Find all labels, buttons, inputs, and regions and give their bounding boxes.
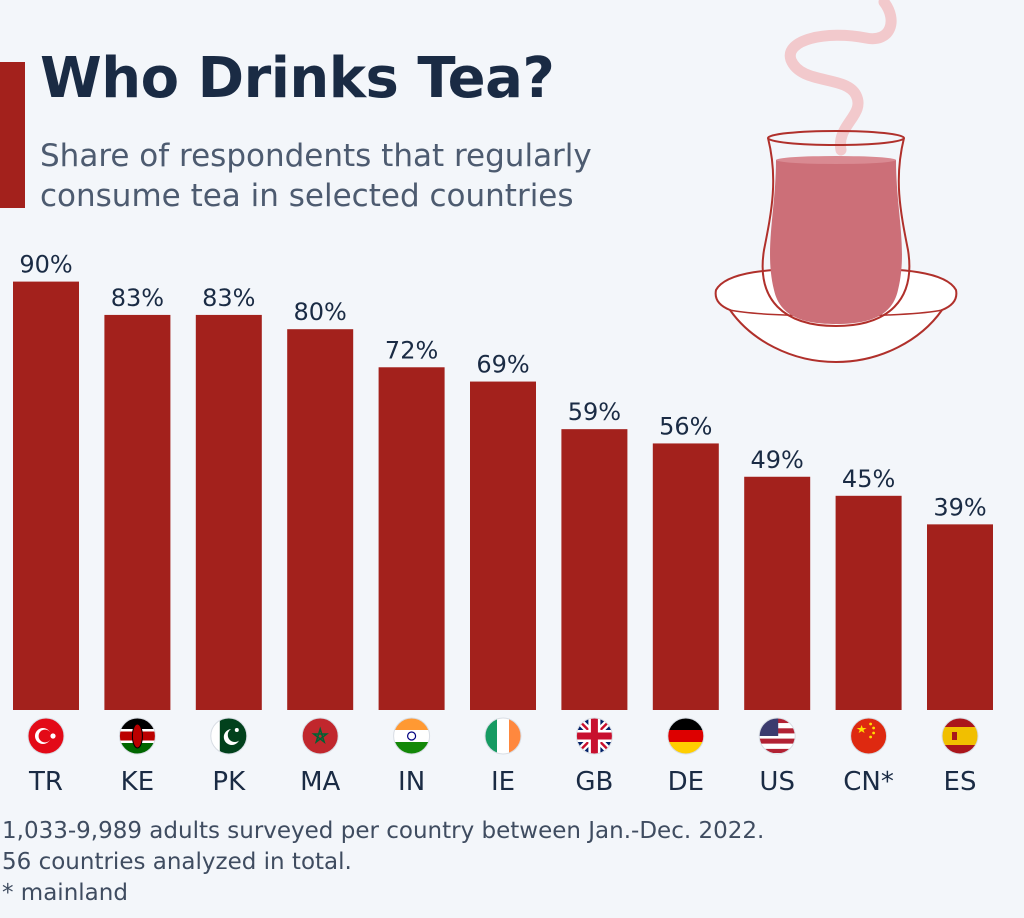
value-label: 59% (568, 398, 621, 426)
flag-ireland-icon (484, 717, 522, 755)
value-label: 49% (751, 446, 804, 474)
footnotes: 1,033-9,989 adults surveyed per country … (2, 816, 764, 909)
flag-kenya-icon (118, 717, 156, 755)
value-label: 83% (202, 284, 255, 312)
bar-us (744, 476, 811, 710)
category-label: US (759, 767, 795, 797)
category-label: DE (668, 767, 704, 797)
flag-morocco-icon (301, 717, 339, 755)
value-label: 39% (933, 493, 986, 521)
bar-cn (835, 495, 902, 710)
category-label: TR (28, 767, 63, 797)
category-label: KE (121, 767, 154, 797)
footnote-mainland: * mainland (2, 880, 128, 906)
bar-ma (287, 329, 354, 710)
category-label: MA (300, 767, 340, 797)
bar-pk (195, 314, 262, 710)
subtitle-line-1: Share of respondents that regularly (40, 138, 592, 174)
flag-turkey-icon (27, 717, 65, 755)
value-label: 80% (294, 298, 347, 326)
bar-chart: 90% TR 83% KE 83% PK 80% MA 72% IN 69% IE 59% GB 56% DE… (13, 251, 993, 797)
bar-de (652, 443, 719, 710)
tea-liquid-icon (770, 160, 902, 324)
flag-uk-icon (575, 717, 613, 755)
category-label: IN (398, 767, 425, 797)
steam-icon (784, 0, 897, 156)
flag-germany-icon (667, 717, 705, 755)
category-label: GB (575, 767, 613, 797)
footnote-survey: 1,033-9,989 adults surveyed per country … (2, 818, 765, 844)
bar-ke (104, 314, 171, 710)
value-label: 56% (659, 412, 712, 440)
bar-gb (561, 429, 628, 710)
subtitle-line-2: consume tea in selected countries (40, 178, 574, 214)
category-label: IE (491, 767, 515, 797)
value-label: 45% (842, 465, 895, 493)
tea-glass-icon (714, 0, 958, 364)
category-label: CN* (843, 767, 894, 797)
flag-china-icon (850, 717, 888, 755)
value-label: 90% (19, 251, 72, 279)
flag-india-icon (393, 717, 431, 755)
glass-outline-icon (761, 137, 911, 328)
chart-subtitle: Share of respondents that regularly cons… (40, 136, 660, 216)
bar-in (378, 367, 445, 710)
value-label: 72% (385, 336, 438, 364)
value-label: 83% (111, 284, 164, 312)
flag-spain-icon (941, 717, 979, 755)
value-label: 69% (476, 351, 529, 379)
flag-pakistan-icon (210, 717, 248, 755)
category-label: PK (212, 767, 246, 797)
bar-tr (13, 281, 79, 710)
chart-title: Who Drinks Tea? (40, 46, 555, 111)
flag-usa-icon (758, 717, 796, 755)
bar-ie (470, 381, 536, 710)
category-label: ES (944, 767, 977, 797)
title-accent-bar (0, 62, 25, 208)
footnote-countries: 56 countries analyzed in total. (2, 849, 352, 875)
bar-es (927, 524, 993, 710)
